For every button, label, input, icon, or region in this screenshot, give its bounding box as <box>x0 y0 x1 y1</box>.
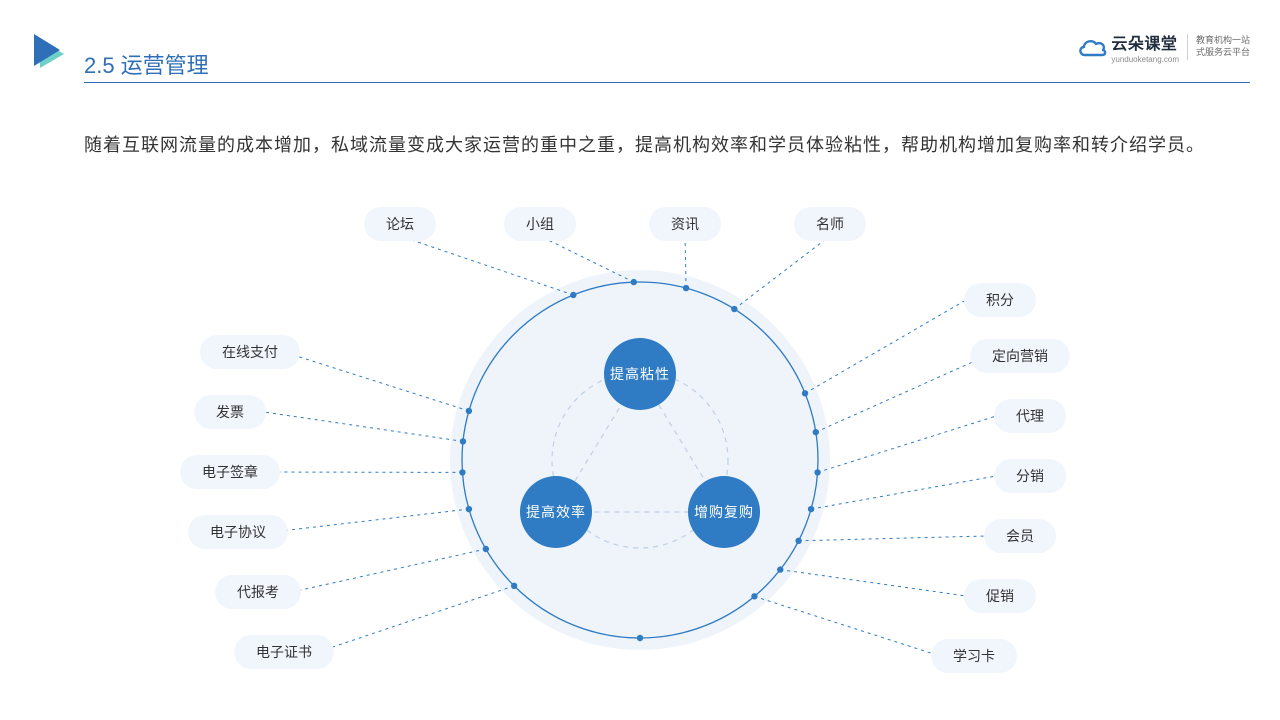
logo-subtext: yunduoketang.com <box>1111 55 1179 64</box>
diagram-node-pill: 积分 <box>964 283 1036 317</box>
diagram-node-pill: 学习卡 <box>931 639 1017 673</box>
diagram-node-pill: 电子协议 <box>188 515 288 549</box>
brand-logo: 云朵课堂 yunduoketang.com 教育机构一站 式服务云平台 <box>1077 30 1250 64</box>
corner-play-icon <box>34 34 70 74</box>
diagram-node-pill: 资讯 <box>649 207 721 241</box>
diagram-node-pill: 发票 <box>194 395 266 429</box>
diagram-node-pill: 小组 <box>504 207 576 241</box>
diagram-stage: 论坛 小组 资讯 名师在线支付发票电子签章电子协议代报考电子证书 积分定向营销代理分销会… <box>0 200 1280 720</box>
diagram-node-pill: 电子签章 <box>180 455 280 489</box>
diagram-hub: 增购复购 <box>688 476 760 548</box>
section-heading: 2.5 运营管理 <box>84 48 209 80</box>
diagram-hub: 提高效率 <box>520 476 592 548</box>
logo-tagline: 教育机构一站 式服务云平台 <box>1196 35 1250 58</box>
cloud-icon <box>1077 37 1105 57</box>
intro-paragraph: 随着互联网流量的成本增加，私域流量变成大家运营的重中之重，提高机构效率和学员体验… <box>84 128 1220 163</box>
diagram-node-pill: 分销 <box>994 459 1066 493</box>
diagram-node-pill: 电子证书 <box>234 635 334 669</box>
section-number: 2.5 <box>84 53 115 79</box>
logo-text: 云朵课堂 <box>1111 30 1179 54</box>
diagram-node-pill: 名师 <box>794 207 866 241</box>
logo-divider <box>1187 34 1188 60</box>
diagram-node-pill: 定向营销 <box>970 339 1070 373</box>
heading-underline <box>84 82 1250 83</box>
diagram-node-pill: 代报考 <box>215 575 301 609</box>
diagram-node-pill: 论坛 <box>364 207 436 241</box>
diagram-node-pill: 在线支付 <box>200 335 300 369</box>
diagram-node-pill: 代理 <box>994 399 1066 433</box>
diagram-node-pill: 会员 <box>984 519 1056 553</box>
diagram-hub: 提高粘性 <box>604 338 676 410</box>
section-title: 运营管理 <box>121 48 209 80</box>
diagram-node-pill: 促销 <box>964 579 1036 613</box>
